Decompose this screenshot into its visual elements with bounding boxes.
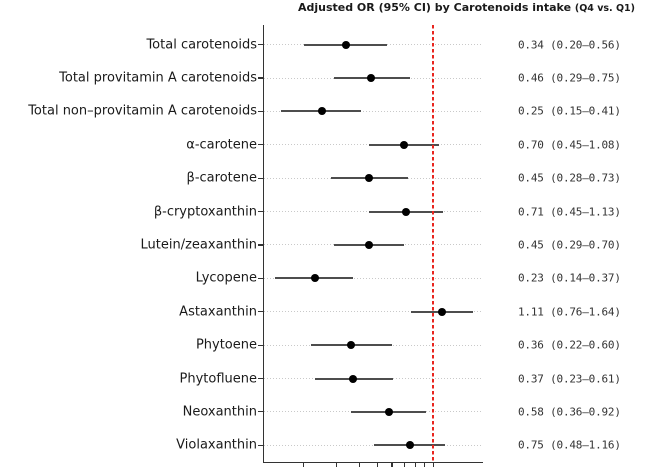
category-label: α-carotene — [186, 137, 257, 153]
category-label: Lycopene — [195, 270, 257, 286]
chart-title-suffix: (Q4 vs. Q1) — [574, 3, 636, 14]
y-axis-tick — [258, 144, 264, 146]
category-label: Neoxanthin — [182, 404, 257, 420]
category-label: β-carotene — [186, 170, 257, 186]
point-estimate-dot — [317, 107, 326, 116]
chart-title-main: Adjusted OR (95% CI) by Carotenoids inta… — [297, 1, 572, 14]
category-label: Total carotenoids — [146, 37, 257, 53]
y-axis-tick — [258, 110, 264, 113]
or-ci-value: 0.37 (0.23–0.61) — [518, 372, 621, 385]
y-axis-tick — [258, 311, 264, 313]
x-axis-tick — [376, 463, 378, 467]
or-ci-value: 0.45 (0.28–0.73) — [518, 171, 621, 185]
y-axis-tick — [258, 411, 264, 413]
x-axis-tick — [358, 463, 361, 467]
or-ci-value: 0.36 (0.22–0.60) — [518, 338, 621, 352]
point-estimate-dot — [400, 140, 409, 149]
point-estimate-dot — [364, 240, 373, 249]
point-estimate-dot — [342, 40, 351, 49]
plot-area — [258, 25, 483, 467]
or-ci-value: 0.46 (0.29–0.75) — [518, 71, 621, 85]
x-axis-tick — [414, 463, 416, 467]
reference-line-or-1 — [432, 25, 434, 462]
x-axis-tick — [432, 463, 434, 467]
point-estimate-dot — [310, 274, 319, 283]
y-axis-tick — [258, 444, 264, 446]
chart-title: Adjusted OR (95% CI) by Carotenoids inta… — [263, 1, 669, 16]
category-label: β-cryptoxanthin — [153, 204, 257, 220]
or-ci-value: 0.45 (0.29–0.70) — [518, 238, 621, 252]
category-label: Total non–provitamin A carotenoids — [28, 103, 257, 119]
x-axis-tick — [335, 463, 337, 467]
point-estimate-dot — [346, 341, 355, 350]
category-label: Phytoene — [195, 337, 257, 353]
point-estimate-dot — [437, 307, 446, 316]
x-axis-tick — [303, 463, 305, 467]
y-axis-tick — [258, 344, 264, 346]
or-ci-value: 0.71 (0.45–1.13) — [518, 205, 621, 219]
row-guide-dotted-line — [264, 444, 483, 446]
or-ci-value: 1.11 (0.76–1.64) — [518, 305, 621, 319]
y-axis-tick — [258, 377, 264, 380]
category-label: Lutein/zeaxanthin — [140, 237, 257, 253]
or-ci-value: 0.75 (0.48–1.16) — [518, 438, 621, 452]
point-estimate-dot — [366, 74, 375, 83]
point-estimate-dot — [349, 374, 358, 383]
y-axis-tick — [258, 77, 264, 79]
x-axis-tick — [403, 463, 406, 467]
x-axis-tick — [391, 463, 393, 467]
or-ci-value: 0.58 (0.36–0.92) — [518, 405, 621, 419]
y-axis-tick — [258, 211, 264, 213]
or-ci-value: 0.70 (0.45–1.08) — [518, 138, 621, 152]
y-axis-tick — [258, 277, 264, 279]
or-ci-value: 0.25 (0.15–0.41) — [518, 104, 621, 118]
x-axis-tick — [424, 463, 426, 467]
row-guide-dotted-line — [264, 311, 483, 313]
row-guide-dotted-line — [264, 277, 483, 279]
y-axis-tick — [258, 44, 264, 46]
point-estimate-dot — [385, 407, 394, 416]
or-ci-value: 0.23 (0.14–0.37) — [518, 271, 621, 285]
point-estimate-dot — [401, 207, 410, 216]
category-label: Total provitamin A carotenoids — [59, 70, 257, 86]
category-label: Phytofluene — [179, 371, 258, 386]
point-estimate-dot — [364, 174, 373, 183]
point-estimate-dot — [405, 441, 414, 450]
category-label: Violaxanthin — [176, 437, 257, 453]
y-axis-tick — [258, 177, 264, 179]
y-axis-tick — [258, 244, 264, 246]
or-ci-value: 0.34 (0.20–0.56) — [518, 38, 621, 52]
category-label: Astaxanthin — [179, 304, 257, 320]
row-guide-dotted-line — [264, 110, 483, 112]
